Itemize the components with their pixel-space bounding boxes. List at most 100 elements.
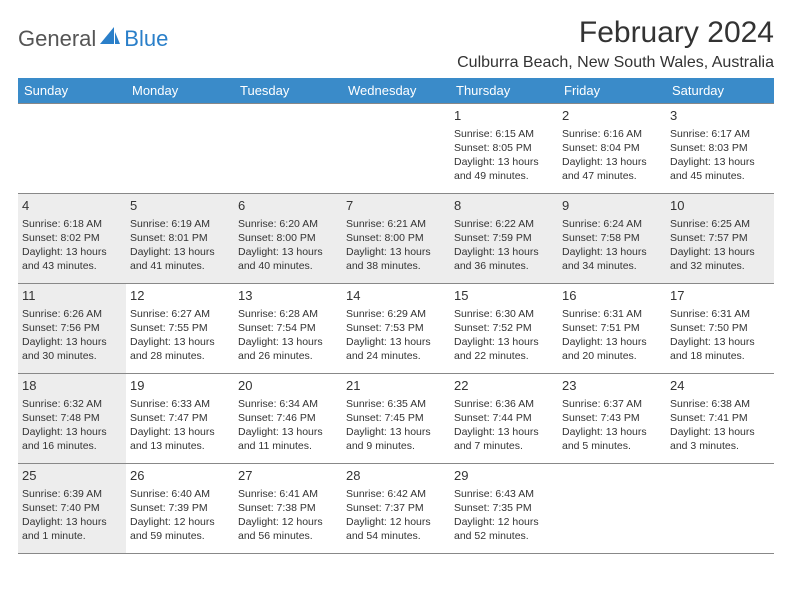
day-number: 14 [346,287,446,305]
weekday-header: Monday [126,78,234,103]
daylight2-label: and 26 minutes. [238,349,338,363]
calendar-cell: 20 Sunrise: 6:34 AMSunset: 7:46 PMDayligh… [234,373,342,463]
calendar-cell [342,103,450,193]
daylight2-label: and 16 minutes. [22,439,122,453]
daylight1-label: Daylight: 13 hours [562,425,662,439]
sunrise-label: Sunrise: 6:32 AM [22,397,122,411]
sunset-label: Sunset: 8:05 PM [454,141,554,155]
daylight1-label: Daylight: 13 hours [562,335,662,349]
calendar-cell: 1Sunrise: 6:15 AMSunset: 8:05 PMDaylight… [450,103,558,193]
calendar-cell: 22Sunrise: 6:36 AMSunset: 7:44 PMDayligh… [450,373,558,463]
sunrise-label: Sunrise: 6:38 AM [670,397,770,411]
calendar-cell [666,463,774,553]
weekday-header: Sunday [18,78,126,103]
calendar-cell: 2Sunrise: 6:16 AMSunset: 8:04 PMDaylight… [558,103,666,193]
weekday-header: Saturday [666,78,774,103]
sunrise-label: Sunrise: 6:40 AM [130,487,230,501]
calendar-cell: 29Sunrise: 6:43 AMSunset: 7:35 PMDayligh… [450,463,558,553]
sunset-label: Sunset: 7:50 PM [670,321,770,335]
calendar-cell: 8Sunrise: 6:22 AMSunset: 7:59 PMDaylight… [450,193,558,283]
day-number: 29 [454,467,554,485]
sunrise-label: Sunrise: 6:36 AM [454,397,554,411]
daylight1-label: Daylight: 13 hours [22,245,122,259]
day-number: 13 [238,287,338,305]
sunset-label: Sunset: 7:35 PM [454,501,554,515]
day-number: 21 [346,377,446,395]
daylight1-label: Daylight: 13 hours [22,425,122,439]
sunset-label: Sunset: 7:57 PM [670,231,770,245]
daylight1-label: Daylight: 13 hours [346,245,446,259]
sunset-label: Sunset: 7:52 PM [454,321,554,335]
day-number: 11 [22,287,122,305]
sunrise-label: Sunrise: 6:34 AM [238,397,338,411]
day-number: 3 [670,107,770,125]
calendar-cell: 16Sunrise: 6:31 AMSunset: 7:51 PMDayligh… [558,283,666,373]
sunrise-label: Sunrise: 6:21 AM [346,217,446,231]
sunrise-label: Sunrise: 6:26 AM [22,307,122,321]
sunset-label: Sunset: 8:00 PM [346,231,446,245]
calendar-cell: 3Sunrise: 6:17 AMSunset: 8:03 PMDaylight… [666,103,774,193]
sunrise-label: Sunrise: 6:16 AM [562,127,662,141]
location-label: Culburra Beach, New South Wales, Austral… [457,54,774,72]
sunset-label: Sunset: 7:39 PM [130,501,230,515]
daylight2-label: and 54 minutes. [346,529,446,543]
sunrise-label: Sunrise: 6:17 AM [670,127,770,141]
sunset-label: Sunset: 7:47 PM [130,411,230,425]
daylight1-label: Daylight: 13 hours [670,335,770,349]
daylight2-label: and 36 minutes. [454,259,554,273]
sunrise-label: Sunrise: 6:19 AM [130,217,230,231]
daylight2-label: and 56 minutes. [238,529,338,543]
calendar-cell: 26Sunrise: 6:40 AMSunset: 7:39 PMDayligh… [126,463,234,553]
daylight2-label: and 40 minutes. [238,259,338,273]
daylight2-label: and 49 minutes. [454,169,554,183]
sunrise-label: Sunrise: 6:25 AM [670,217,770,231]
calendar-cell [234,103,342,193]
sunset-label: Sunset: 7:58 PM [562,231,662,245]
daylight2-label: and 20 minutes. [562,349,662,363]
logo-sail-icon [100,27,122,52]
daylight1-label: Daylight: 12 hours [130,515,230,529]
calendar-cell: 19Sunrise: 6:33 AMSunset: 7:47 PMDayligh… [126,373,234,463]
sunset-label: Sunset: 7:43 PM [562,411,662,425]
daylight2-label: and 28 minutes. [130,349,230,363]
daylight1-label: Daylight: 13 hours [238,245,338,259]
day-number: 25 [22,467,122,485]
day-number: 23 [562,377,662,395]
calendar-cell: 11Sunrise: 6:26 AMSunset: 7:56 PMDayligh… [18,283,126,373]
calendar-cell: 23Sunrise: 6:37 AMSunset: 7:43 PMDayligh… [558,373,666,463]
daylight2-label: and 13 minutes. [130,439,230,453]
sunset-label: Sunset: 7:55 PM [130,321,230,335]
calendar-cell [558,463,666,553]
day-number: 16 [562,287,662,305]
calendar-cell: 9Sunrise: 6:24 AMSunset: 7:58 PMDaylight… [558,193,666,283]
logo-text-blue: Blue [124,26,168,52]
day-number: 20 [238,377,338,395]
sunset-label: Sunset: 7:44 PM [454,411,554,425]
sunset-label: Sunset: 7:46 PM [238,411,338,425]
day-number: 6 [238,197,338,215]
sunrise-label: Sunrise: 6:39 AM [22,487,122,501]
daylight1-label: Daylight: 13 hours [454,155,554,169]
daylight1-label: Daylight: 13 hours [130,245,230,259]
day-number: 18 [22,377,122,395]
daylight2-label: and 3 minutes. [670,439,770,453]
sunset-label: Sunset: 8:03 PM [670,141,770,155]
day-number: 12 [130,287,230,305]
grid-bottom-border [18,553,774,554]
day-number: 28 [346,467,446,485]
daylight2-label: and 32 minutes. [670,259,770,273]
sunrise-label: Sunrise: 6:30 AM [454,307,554,321]
day-number: 7 [346,197,446,215]
day-number: 9 [562,197,662,215]
weekday-header: Friday [558,78,666,103]
daylight1-label: Daylight: 12 hours [454,515,554,529]
daylight1-label: Daylight: 13 hours [22,335,122,349]
day-number: 2 [562,107,662,125]
calendar-cell: 25Sunrise: 6:39 AMSunset: 7:40 PMDayligh… [18,463,126,553]
daylight2-label: and 43 minutes. [22,259,122,273]
day-number: 10 [670,197,770,215]
daylight1-label: Daylight: 13 hours [238,425,338,439]
sunrise-label: Sunrise: 6:33 AM [130,397,230,411]
sunset-label: Sunset: 7:41 PM [670,411,770,425]
sunset-label: Sunset: 7:59 PM [454,231,554,245]
